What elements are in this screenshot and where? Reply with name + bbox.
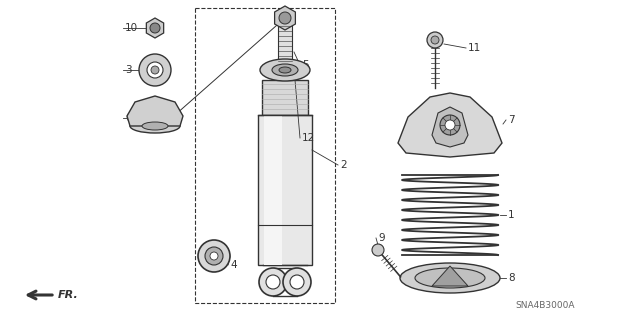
Polygon shape (127, 96, 183, 126)
Bar (264, 115, 282, 265)
Circle shape (205, 247, 223, 265)
Text: 6: 6 (125, 113, 132, 123)
Circle shape (210, 252, 218, 260)
Text: 1: 1 (508, 210, 515, 220)
Circle shape (147, 62, 163, 78)
Polygon shape (432, 266, 468, 286)
Text: 11: 11 (468, 43, 481, 53)
Text: SNA4B3000A: SNA4B3000A (515, 300, 575, 309)
Polygon shape (147, 18, 164, 38)
Circle shape (283, 268, 311, 296)
Circle shape (445, 120, 455, 130)
Ellipse shape (130, 119, 180, 133)
Text: 9: 9 (378, 233, 385, 243)
Circle shape (139, 54, 171, 86)
Text: FR.: FR. (58, 290, 79, 300)
Text: 10: 10 (125, 23, 138, 33)
Circle shape (259, 268, 287, 296)
Text: 8: 8 (508, 273, 515, 283)
Polygon shape (398, 93, 502, 157)
Text: 12: 12 (302, 133, 316, 143)
Text: 7: 7 (508, 115, 515, 125)
Bar (262, 80, 308, 115)
Circle shape (151, 66, 159, 74)
Ellipse shape (142, 122, 168, 130)
Circle shape (372, 244, 384, 256)
Circle shape (266, 275, 280, 289)
Bar (278, 22, 292, 65)
Circle shape (198, 240, 230, 272)
Bar (258, 115, 312, 265)
Ellipse shape (400, 263, 500, 293)
Ellipse shape (272, 64, 298, 76)
Text: 3: 3 (125, 65, 132, 75)
Text: 4: 4 (230, 260, 237, 270)
Bar (195, 8, 335, 303)
Circle shape (279, 12, 291, 24)
Polygon shape (275, 6, 296, 30)
Polygon shape (432, 107, 468, 147)
Circle shape (290, 275, 304, 289)
Text: 2: 2 (340, 160, 347, 170)
Ellipse shape (260, 59, 310, 81)
Circle shape (431, 36, 439, 44)
Circle shape (427, 32, 443, 48)
Circle shape (150, 23, 160, 33)
Ellipse shape (279, 67, 291, 73)
Ellipse shape (415, 268, 485, 288)
Text: 5: 5 (302, 60, 308, 70)
Circle shape (440, 115, 460, 135)
